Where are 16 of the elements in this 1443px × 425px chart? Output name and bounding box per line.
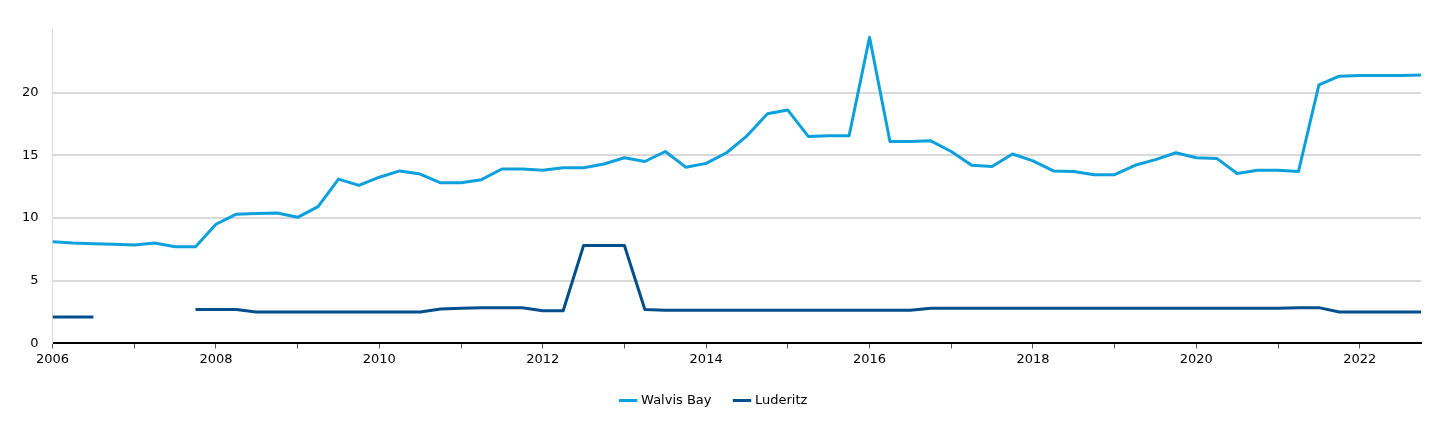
x-tick-label: 2008 [199, 350, 233, 366]
y-tick-label: 10 [22, 209, 39, 225]
x-tick-label: 2014 [689, 350, 723, 366]
x-tick-label: 2010 [362, 350, 396, 366]
x-tick-label: 2006 [36, 350, 70, 366]
x-tick-label: 2016 [852, 350, 887, 366]
legend-label: Luderitz [755, 391, 808, 407]
y-tick-label: 20 [22, 83, 39, 99]
x-tick-label: 2020 [1179, 350, 1213, 366]
x-tick-label: 2022 [1343, 350, 1377, 366]
y-tick-label: 15 [22, 146, 39, 162]
legend-label: Walvis Bay [641, 391, 712, 407]
y-tick-label: 0 [30, 334, 39, 350]
x-tick-label: 2018 [1016, 350, 1050, 366]
y-tick-label: 5 [30, 272, 39, 288]
x-tick-label: 2012 [526, 350, 560, 366]
